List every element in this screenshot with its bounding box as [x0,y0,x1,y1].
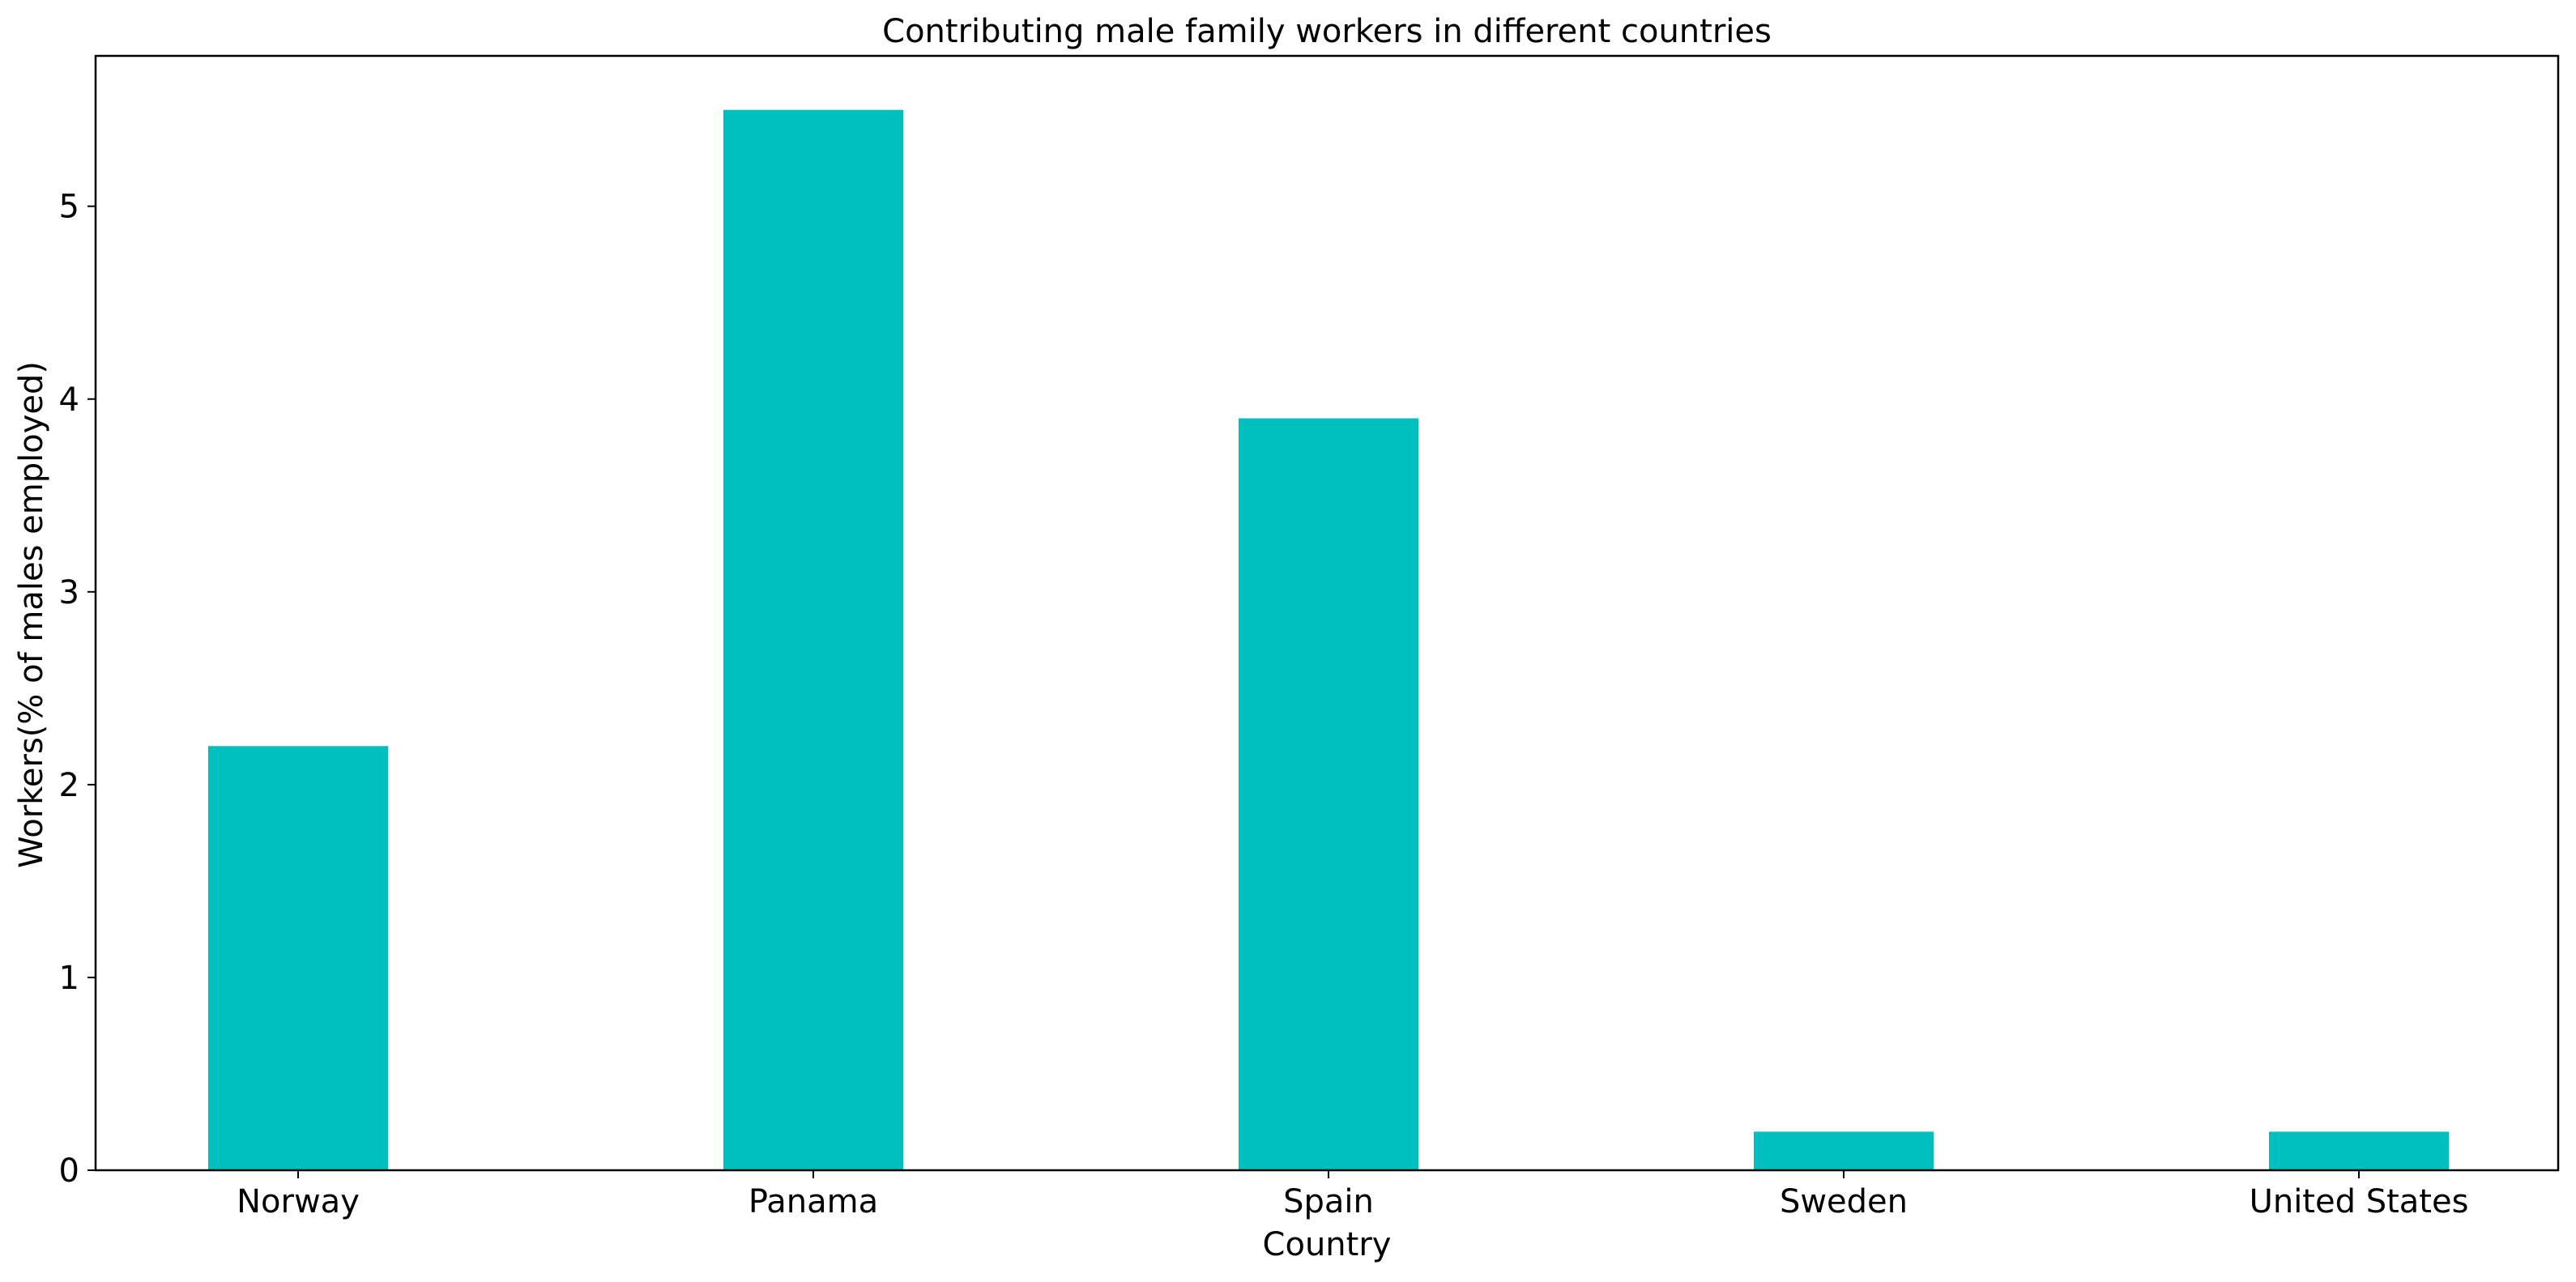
x-tick-label: Norway [237,1183,360,1220]
y-tick-label: 1 [59,960,79,997]
y-tick-label: 2 [59,767,79,804]
chart-title: Contributing male family workers in diff… [882,13,1772,50]
x-tick-label: Panama [748,1183,878,1220]
x-axis-title: Country [1263,1226,1392,1263]
plot-frame [94,54,2560,1172]
y-tick-label: 5 [59,189,79,226]
bar-united-states [2269,1131,2449,1170]
y-axis-ticks: 0 1 2 3 4 5 [59,189,96,1190]
y-tick-label: 3 [59,574,79,611]
bar-norway [208,746,388,1170]
bar-sweden [1754,1131,1934,1170]
bars-group [208,109,2449,1170]
bar-spain [1239,418,1418,1170]
x-tick-label: United States [2250,1183,2469,1220]
bar-panama [723,109,903,1170]
y-tick-label: 4 [59,381,79,419]
x-tick-label: Sweden [1780,1183,1908,1220]
y-tick-label: 0 [59,1152,79,1190]
x-tick-label: Spain [1283,1183,1374,1220]
y-axis-title: Workers(% of males employed) [13,361,50,868]
x-axis-ticks: Norway Panama Spain Sweden United States [237,1170,2468,1220]
